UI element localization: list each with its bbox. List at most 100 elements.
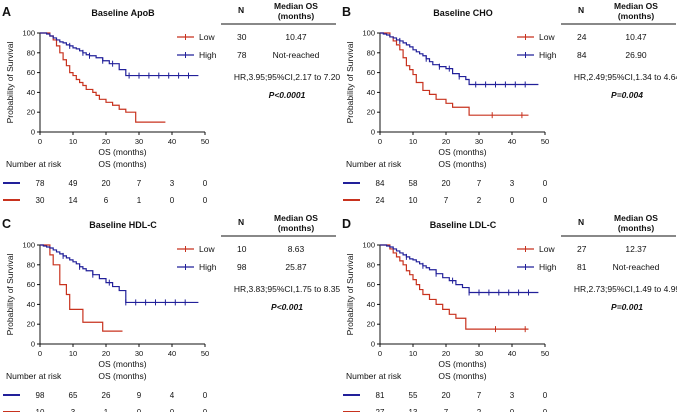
risk-count-high: 7 <box>477 391 482 400</box>
x-axis-label: OS (months) <box>98 147 146 157</box>
legend-median-low: 10.47 <box>285 32 307 42</box>
y-tick-label: 100 <box>362 29 375 38</box>
y-tick-label: 20 <box>27 108 35 117</box>
legend-n-high: 98 <box>237 262 247 272</box>
table-header-median-unit: (months) <box>618 223 655 233</box>
risk-count-high: 81 <box>376 391 385 400</box>
risk-count-high: 7 <box>477 179 482 188</box>
legend-label-low: Low <box>199 32 215 42</box>
risk-count-low: 0 <box>137 408 142 412</box>
y-tick-label: 20 <box>367 320 375 329</box>
risk-count-high: 55 <box>409 391 418 400</box>
hazard-ratio: HR,3.83;95%CI,1.75 to 8.35 <box>234 284 341 294</box>
table-header-n: N <box>238 5 244 15</box>
risk-table-xlabel: OS (months) <box>438 159 486 169</box>
y-tick-label: 80 <box>367 260 375 269</box>
risk-count-high: 0 <box>543 391 548 400</box>
legend-n-high: 78 <box>237 50 247 60</box>
km-curve-low <box>380 244 529 330</box>
risk-count-high: 0 <box>203 179 208 188</box>
legend-median-high: Not-reached <box>613 262 660 272</box>
x-tick-label: 0 <box>38 137 42 146</box>
y-tick-label: 60 <box>367 68 375 77</box>
legend-median-low: 8.63 <box>288 244 305 254</box>
km-curve-low <box>40 32 166 123</box>
risk-table-label: Number at risk <box>6 371 62 381</box>
chart-title: Baseline LDL-C <box>430 220 497 230</box>
risk-count-low: 2 <box>477 196 482 205</box>
hazard-ratio: HR,3.95;95%CI,2.17 to 7.20 <box>234 72 341 82</box>
risk-count-low: 2 <box>477 408 482 412</box>
x-tick-label: 0 <box>378 349 382 358</box>
y-tick-label: 80 <box>27 260 35 269</box>
y-tick-label: 0 <box>31 128 35 137</box>
y-tick-label: 0 <box>31 340 35 349</box>
y-tick-label: 40 <box>27 300 35 309</box>
x-tick-label: 10 <box>69 137 77 146</box>
y-tick-label: 100 <box>362 241 375 250</box>
p-value: P=0.004 <box>611 90 643 100</box>
table-header-median: Median OS <box>274 1 318 11</box>
x-tick-label: 0 <box>378 137 382 146</box>
panel-label: A <box>2 5 11 19</box>
p-value: P<0.001 <box>271 302 303 312</box>
table-header-median-unit: (months) <box>278 11 315 21</box>
x-tick-label: 10 <box>409 349 417 358</box>
risk-count-low: 6 <box>104 196 109 205</box>
x-tick-label: 40 <box>508 137 516 146</box>
risk-count-low: 0 <box>203 196 208 205</box>
legend-label-low: Low <box>539 244 555 254</box>
risk-count-high: 9 <box>137 391 142 400</box>
risk-count-high: 3 <box>510 179 515 188</box>
table-header-n: N <box>238 217 244 227</box>
legend-label-high: High <box>539 262 557 272</box>
x-tick-label: 20 <box>442 137 450 146</box>
risk-count-high: 20 <box>442 391 451 400</box>
y-tick-label: 80 <box>367 48 375 57</box>
risk-count-low: 0 <box>203 408 208 412</box>
risk-count-high: 3 <box>510 391 515 400</box>
risk-count-low: 7 <box>444 196 449 205</box>
y-axis-label: Probability of Survival <box>345 254 355 336</box>
y-axis-label: Probability of Survival <box>5 254 15 336</box>
chart-title: Baseline ApoB <box>91 8 155 18</box>
risk-count-low: 27 <box>376 408 385 412</box>
legend-n-high: 81 <box>577 262 587 272</box>
x-tick-label: 50 <box>201 137 209 146</box>
y-tick-label: 100 <box>22 29 35 38</box>
x-tick-label: 10 <box>409 137 417 146</box>
x-axis-label: OS (months) <box>438 359 486 369</box>
x-tick-label: 30 <box>135 349 143 358</box>
risk-count-high: 0 <box>543 179 548 188</box>
legend-label-high: High <box>199 262 217 272</box>
table-header-median-unit: (months) <box>618 11 655 21</box>
y-tick-label: 60 <box>367 280 375 289</box>
legend-label-high: High <box>539 50 557 60</box>
km-curve-low <box>380 32 529 116</box>
x-tick-label: 30 <box>135 137 143 146</box>
risk-count-high: 7 <box>137 179 142 188</box>
risk-count-low: 10 <box>36 408 45 412</box>
risk-count-low: 30 <box>36 196 45 205</box>
risk-count-low: 24 <box>376 196 385 205</box>
x-tick-label: 20 <box>102 349 110 358</box>
y-tick-label: 80 <box>27 48 35 57</box>
panel-label: D <box>342 217 351 231</box>
y-tick-label: 100 <box>22 241 35 250</box>
y-axis-label: Probability of Survival <box>5 42 15 124</box>
table-header-n: N <box>578 5 584 15</box>
table-header-median-unit: (months) <box>278 223 315 233</box>
p-value: P=0.001 <box>611 302 643 312</box>
risk-count-high: 20 <box>102 179 111 188</box>
legend-n-low: 24 <box>577 32 587 42</box>
risk-count-high: 3 <box>170 179 175 188</box>
y-tick-label: 0 <box>371 128 375 137</box>
x-tick-label: 20 <box>442 349 450 358</box>
km-curve-high <box>380 244 539 294</box>
risk-count-high: 4 <box>170 391 175 400</box>
risk-count-low: 1 <box>137 196 142 205</box>
